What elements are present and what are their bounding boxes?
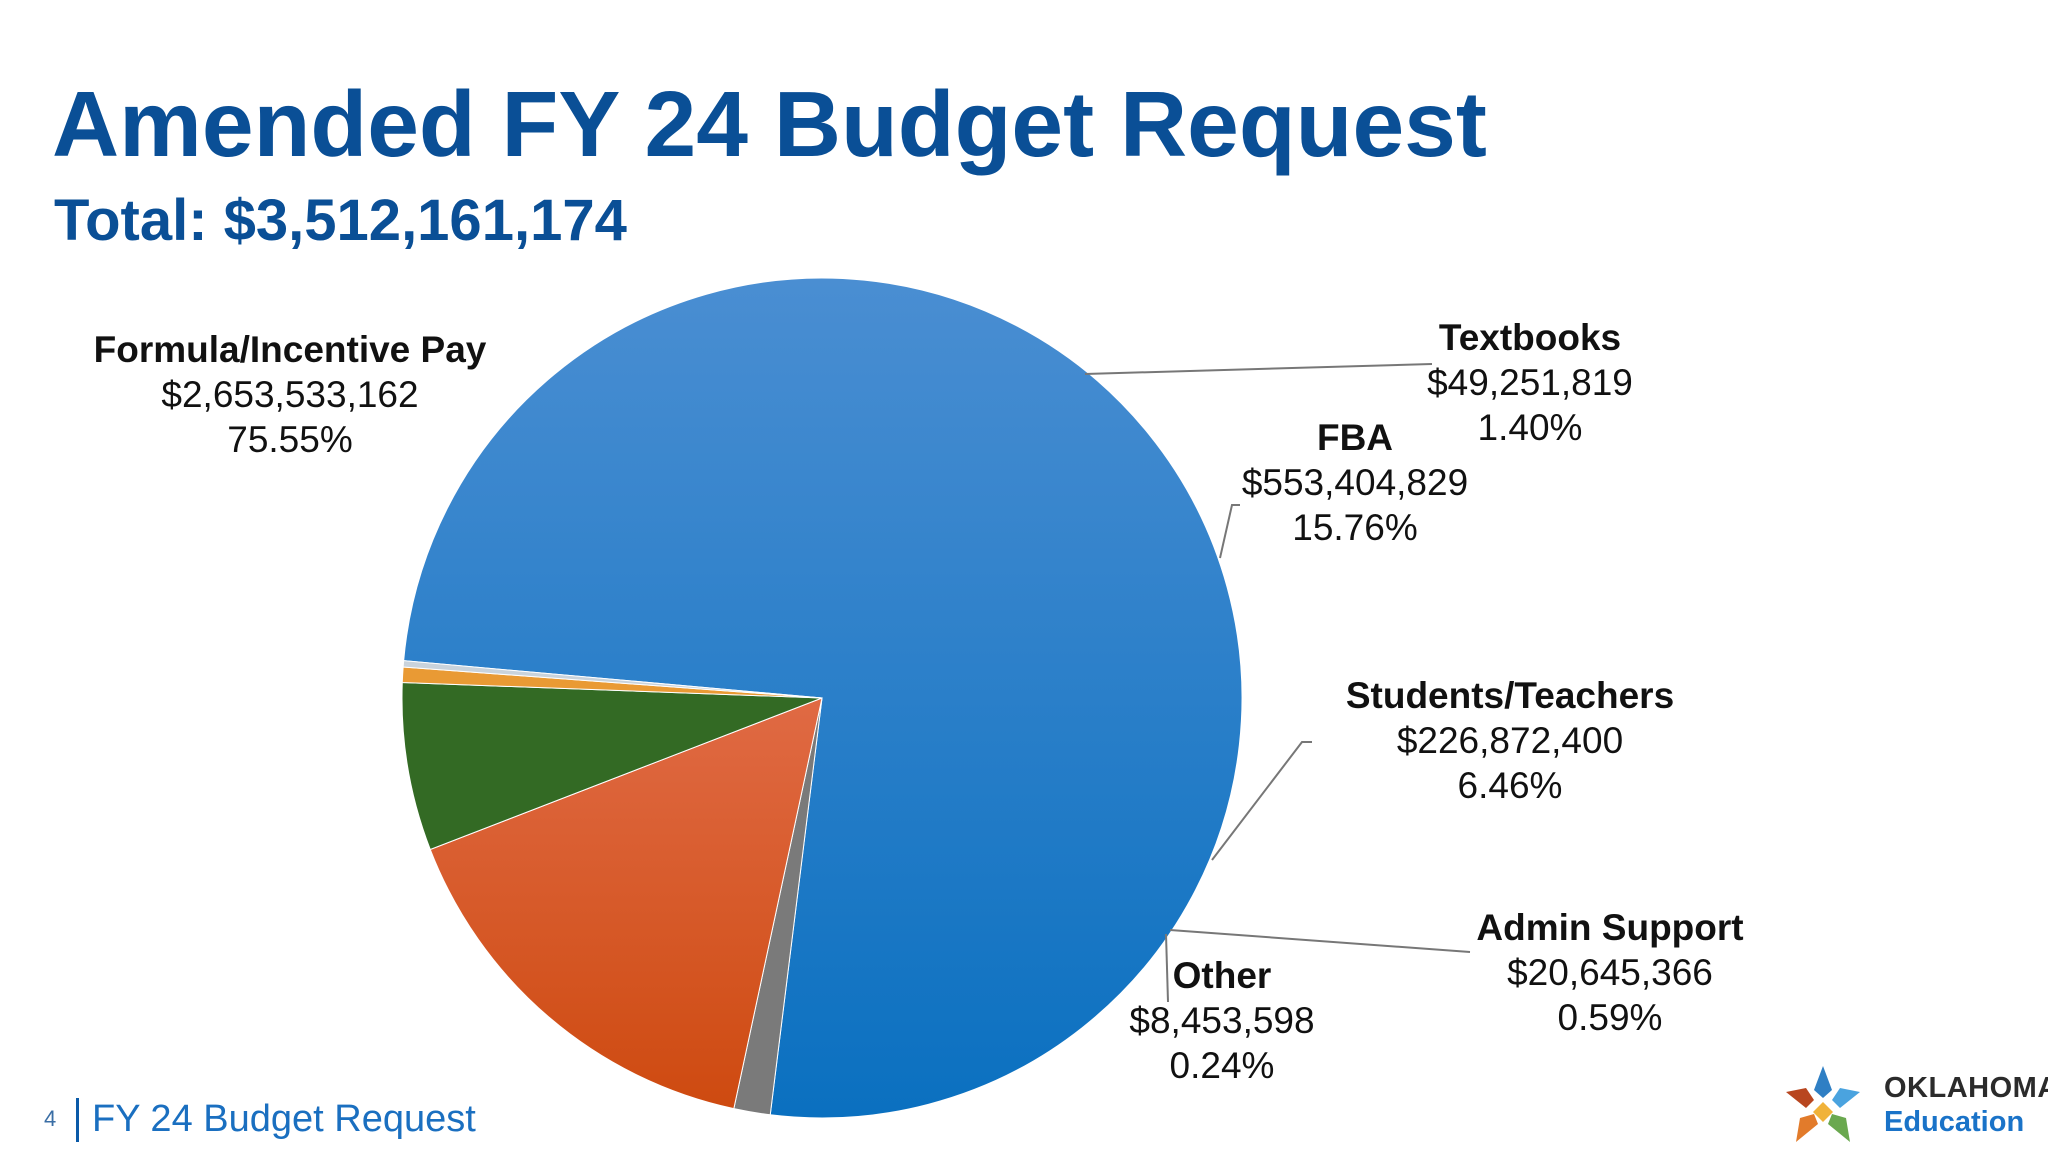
pie-slice-students-teachers xyxy=(401,682,823,851)
oklahoma-education-star-logo-icon xyxy=(1786,1066,1860,1142)
slice-label-amount-students-teachers: $226,872,400 xyxy=(1397,720,1623,761)
slice-label-amount-admin-support: $20,645,366 xyxy=(1507,952,1713,993)
slice-label-amount-formula-incentive-pay: $2,653,533,162 xyxy=(161,374,418,415)
page-subtitle: Total: $3,512,161,174 xyxy=(54,188,627,253)
slice-label-percent-fba: 15.76% xyxy=(1292,507,1418,548)
slice-label-name-formula-incentive-pay: Formula/Incentive Pay xyxy=(94,329,487,370)
page-title: Amended FY 24 Budget Request xyxy=(52,72,1487,176)
slice-label-amount-textbooks: $49,251,819 xyxy=(1427,362,1633,403)
slice-label-percent-admin-support: 0.59% xyxy=(1558,997,1663,1038)
footer-title: FY 24 Budget Request xyxy=(92,1098,476,1140)
slice-label-amount-other: $8,453,598 xyxy=(1129,1000,1314,1041)
logo-text-line1: OKLAHOMA xyxy=(1884,1072,2048,1104)
footer-divider xyxy=(76,1098,79,1142)
slice-label-percent-students-teachers: 6.46% xyxy=(1458,765,1563,806)
pie-slice-fba xyxy=(429,697,823,1110)
slice-label-name-students-teachers: Students/Teachers xyxy=(1346,675,1674,716)
leader-line-students-teachers xyxy=(1211,741,1312,861)
page-number: 4 xyxy=(44,1106,57,1131)
slice-label-amount-fba: $553,404,829 xyxy=(1242,462,1468,503)
slice-label-percent-other: 0.24% xyxy=(1170,1045,1275,1086)
slice-label-percent-formula-incentive-pay: 75.55% xyxy=(227,419,353,460)
pie-slice-other xyxy=(402,660,823,699)
slice-label-percent-textbooks: 1.40% xyxy=(1478,407,1583,448)
leader-line-fba xyxy=(1219,504,1240,559)
slice-label-name-textbooks: Textbooks xyxy=(1439,317,1621,358)
leader-line-admin-support xyxy=(1169,929,1471,953)
slice-label-name-other: Other xyxy=(1173,955,1272,996)
slice-label-name-fba: FBA xyxy=(1317,417,1393,458)
leader-line-textbooks xyxy=(1084,363,1433,375)
logo-text-line2: Education xyxy=(1884,1106,2025,1138)
slice-label-name-admin-support: Admin Support xyxy=(1476,907,1743,948)
pie-slice-formula-incentive-pay xyxy=(403,277,1243,1119)
leader-line-other xyxy=(1165,933,1169,1003)
